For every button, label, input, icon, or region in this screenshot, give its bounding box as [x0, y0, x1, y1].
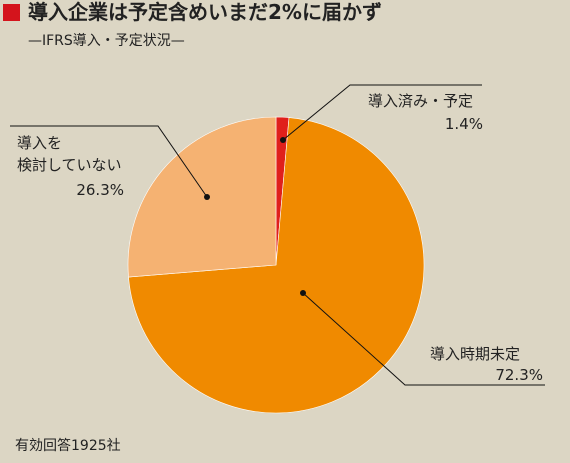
- slice-label: 導入時期未定: [430, 345, 520, 363]
- leader-line: [282, 84, 482, 141]
- leader-dot: [280, 137, 286, 143]
- value-label: 1.4%: [445, 115, 483, 133]
- title-marker: [3, 4, 20, 21]
- chart-title: 導入企業は予定含めいまだ2%に届かず: [28, 0, 382, 24]
- pie-slice: [127, 116, 277, 278]
- value-label: 26.3%: [76, 181, 124, 199]
- pie-slice: [128, 117, 425, 414]
- chart-subtitle: —IFRS導入・予定状況—: [28, 33, 185, 49]
- leader-line: [302, 292, 545, 386]
- slice-label: 導入を検討していない: [17, 134, 122, 174]
- slice-label: 導入済み・予定: [368, 92, 473, 110]
- leader-line: [10, 125, 208, 198]
- leader-dot: [204, 194, 210, 200]
- value-label: 72.3%: [495, 366, 543, 384]
- leader-dot: [300, 290, 306, 296]
- note: 有効回答1925社: [15, 437, 121, 454]
